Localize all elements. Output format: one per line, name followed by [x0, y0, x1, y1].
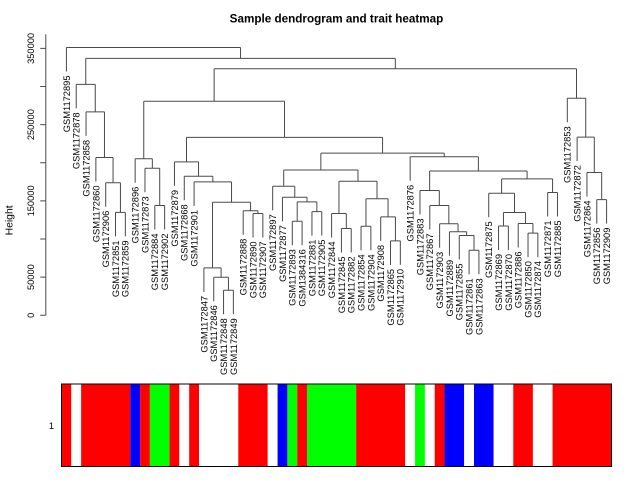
svg-text:GSM1172896: GSM1172896 — [131, 187, 141, 244]
svg-text:GSM1172890: GSM1172890 — [248, 242, 258, 299]
svg-text:GSM1172848: GSM1172848 — [219, 318, 229, 375]
svg-text:GSM1172908: GSM1172908 — [376, 245, 386, 302]
svg-text:GSM1172895: GSM1172895 — [62, 76, 72, 133]
svg-text:GSM1172885: GSM1172885 — [553, 221, 563, 278]
svg-text:GSM1172860: GSM1172860 — [91, 186, 101, 243]
svg-text:GSM1172845: GSM1172845 — [337, 257, 347, 314]
svg-text:GSM1172846: GSM1172846 — [209, 305, 219, 362]
svg-text:GSM1172906: GSM1172906 — [101, 211, 111, 268]
svg-text:350000: 350000 — [26, 33, 36, 64]
svg-text:GSM1172897: GSM1172897 — [268, 214, 278, 271]
svg-text:GSM1172869: GSM1172869 — [494, 254, 504, 311]
svg-text:GSM1172847: GSM1172847 — [199, 296, 209, 353]
svg-text:GSM1172883: GSM1172883 — [415, 219, 425, 276]
svg-text:GSM1172854: GSM1172854 — [356, 254, 366, 311]
svg-text:GSM1172905: GSM1172905 — [317, 240, 327, 297]
svg-text:GSM1172893: GSM1172893 — [288, 249, 298, 306]
svg-text:250000: 250000 — [26, 109, 36, 140]
svg-text:GSM1172878: GSM1172878 — [72, 112, 82, 169]
svg-text:GSM1172856: GSM1172856 — [592, 228, 602, 285]
svg-text:GSM1172865: GSM1172865 — [386, 269, 396, 326]
svg-text:GSM1172881: GSM1172881 — [307, 240, 317, 297]
svg-text:0: 0 — [26, 313, 36, 318]
svg-text:Sample dendrogram and trait he: Sample dendrogram and trait heatmap — [230, 13, 444, 26]
svg-text:1: 1 — [49, 421, 54, 431]
svg-text:GSM1172886: GSM1172886 — [514, 252, 524, 309]
svg-text:GSM1384316: GSM1384316 — [298, 249, 308, 306]
svg-text:GSM1172903: GSM1172903 — [435, 252, 445, 309]
svg-text:GSM1172901: GSM1172901 — [189, 210, 199, 267]
svg-text:GSM1172888: GSM1172888 — [239, 239, 249, 296]
svg-text:GSM1172872: GSM1172872 — [573, 165, 583, 222]
svg-text:GSM1172867: GSM1172867 — [425, 234, 435, 291]
svg-text:GSM1172910: GSM1172910 — [396, 269, 406, 326]
svg-text:GSM1172863: GSM1172863 — [474, 278, 484, 335]
svg-text:GSM1172907: GSM1172907 — [258, 242, 268, 299]
svg-text:GSM1172849: GSM1172849 — [229, 318, 239, 375]
svg-text:GSM1172904: GSM1172904 — [366, 254, 376, 311]
svg-text:GSM1172855: GSM1172855 — [455, 264, 465, 321]
svg-text:GSM1172870: GSM1172870 — [504, 254, 514, 311]
svg-text:GSM1172909: GSM1172909 — [602, 228, 612, 285]
svg-text:GSM1172858: GSM1172858 — [81, 140, 91, 197]
svg-text:GSM1172864: GSM1172864 — [582, 201, 592, 258]
svg-text:GSM1172882: GSM1172882 — [347, 257, 357, 314]
svg-text:GSM1172844: GSM1172844 — [327, 242, 337, 299]
svg-text:150000: 150000 — [26, 185, 36, 216]
svg-text:50000: 50000 — [26, 264, 36, 290]
svg-text:GSM1172877: GSM1172877 — [278, 225, 288, 282]
svg-text:GSM1172902: GSM1172902 — [160, 234, 170, 291]
svg-text:Height: Height — [5, 205, 16, 235]
svg-text:GSM1172868: GSM1172868 — [180, 204, 190, 261]
svg-text:GSM1172884: GSM1172884 — [150, 234, 160, 291]
svg-text:GSM1172859: GSM1172859 — [121, 240, 131, 297]
svg-text:GSM1172874: GSM1172874 — [533, 261, 543, 318]
svg-text:GSM1172850: GSM1172850 — [523, 261, 533, 318]
svg-text:GSM1172879: GSM1172879 — [170, 190, 180, 247]
svg-text:GSM1172851: GSM1172851 — [111, 240, 121, 297]
svg-text:GSM1172873: GSM1172873 — [140, 196, 150, 253]
svg-text:GSM1172861: GSM1172861 — [464, 278, 474, 335]
svg-text:GSM1172853: GSM1172853 — [563, 126, 573, 183]
svg-text:GSM1172871: GSM1172871 — [543, 221, 553, 278]
svg-text:GSM1172876: GSM1172876 — [406, 185, 416, 242]
svg-text:GSM1172889: GSM1172889 — [445, 260, 455, 317]
svg-text:GSM1172875: GSM1172875 — [484, 221, 494, 278]
